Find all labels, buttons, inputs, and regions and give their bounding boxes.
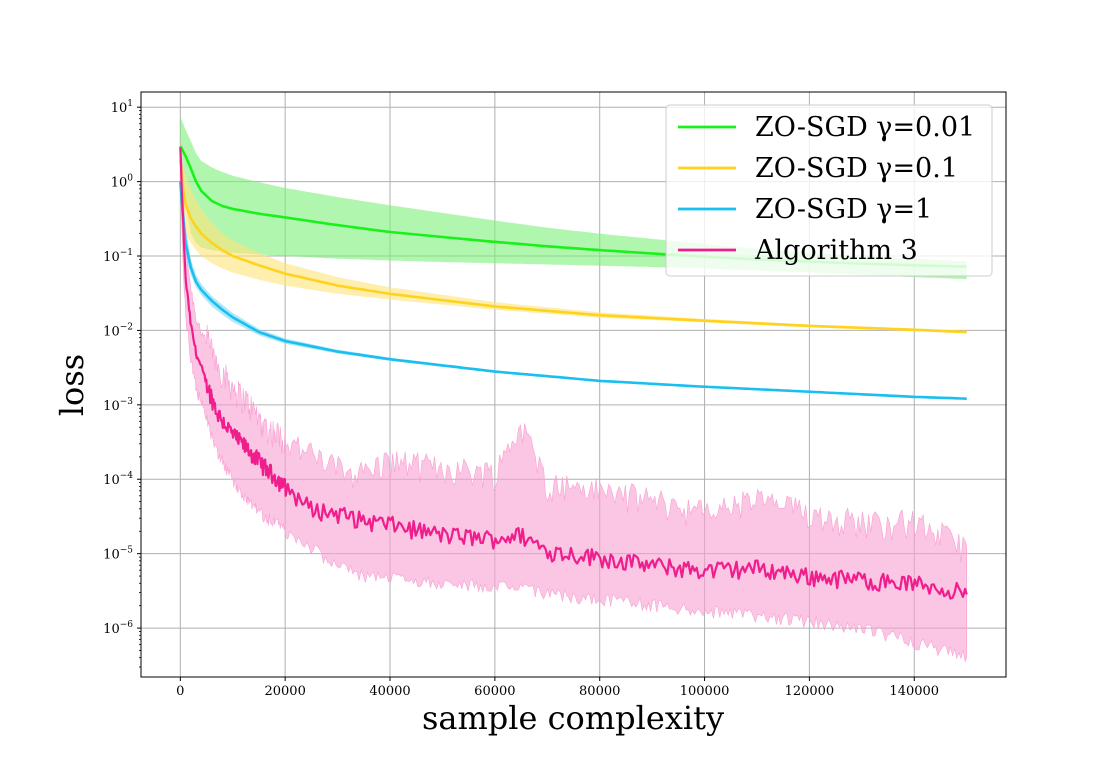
y-axis-label: loss xyxy=(53,354,91,416)
y-tick-label: 10−3 xyxy=(103,397,133,414)
y-tick-label: 100 xyxy=(111,174,134,191)
y-tick-label: 10−4 xyxy=(103,471,133,488)
x-tick-label: 80000 xyxy=(579,684,620,699)
axis-ticks: 0 20000 40000 60000 80000 100000 120000 140000 1… xyxy=(103,99,939,699)
legend-label: ZO-SGD γ=1 xyxy=(755,194,932,225)
legend-box xyxy=(665,104,993,277)
confidence-bands xyxy=(180,116,967,663)
x-tick-label: 140000 xyxy=(889,684,939,699)
series-line-3 xyxy=(179,147,968,600)
x-tick-label: 20000 xyxy=(264,684,305,699)
y-tick-label: 10−1 xyxy=(103,248,133,265)
series-band-0 xyxy=(180,116,967,280)
legend-label: ZO-SGD γ=0.01 xyxy=(755,112,975,143)
y-tick-label: 10−5 xyxy=(103,546,133,563)
x-tick-label: 120000 xyxy=(785,684,835,699)
y-tick-label: 10−6 xyxy=(103,620,133,637)
plot-frame xyxy=(140,91,1007,678)
y-tick-label: 10−2 xyxy=(103,322,133,339)
series-band-1 xyxy=(180,146,967,334)
series-lines xyxy=(179,145,968,600)
y-tick-label: 101 xyxy=(111,99,133,116)
series-band-3 xyxy=(180,141,967,663)
legend-label: Algorithm 3 xyxy=(754,235,918,266)
series-line-2 xyxy=(179,181,967,400)
x-axis-label: sample complexity xyxy=(422,699,724,737)
x-tick-label: 40000 xyxy=(369,684,410,699)
legend-label: ZO-SGD γ=0.1 xyxy=(755,153,958,184)
legend: ZO-SGD γ=0.01 ZO-SGD γ=0.1 ZO-SGD γ=1 Algor… xyxy=(665,104,993,277)
x-tick-label: 100000 xyxy=(680,684,730,699)
x-tick-label: 0 xyxy=(176,684,184,699)
x-tick-label: 60000 xyxy=(474,684,515,699)
series-line-1 xyxy=(179,159,967,334)
